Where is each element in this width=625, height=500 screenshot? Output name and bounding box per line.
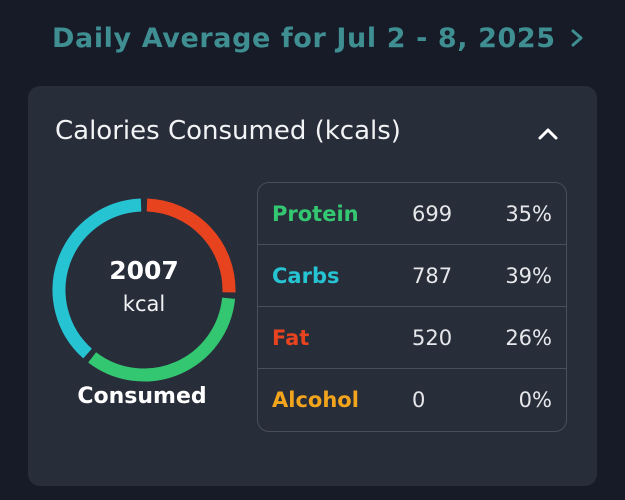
macro-kcal: 0 — [412, 388, 426, 412]
ring-caption: Consumed — [77, 384, 207, 409]
macro-table: Protein 699 35% Carbs 787 39% Fat 520 26… — [257, 182, 567, 432]
macro-name: Protein — [272, 202, 359, 226]
macro-row-carbs: Carbs 787 39% — [258, 245, 566, 307]
macro-kcal: 787 — [412, 264, 453, 288]
macro-row-protein: Protein 699 35% — [258, 183, 566, 245]
macro-name: Alcohol — [272, 388, 359, 412]
macro-row-alcohol: Alcohol 0 0% — [258, 369, 566, 431]
macro-pct: 35% — [505, 202, 552, 226]
macro-pct: 0% — [518, 388, 552, 412]
chevron-up-icon[interactable] — [536, 122, 560, 146]
date-range-title: Daily Average for Jul 2 - 8, 2025 — [52, 22, 556, 54]
macro-row-fat: Fat 520 26% — [258, 307, 566, 369]
calories-card: Calories Consumed (kcals) 2007 kcal Cons… — [28, 86, 597, 486]
ring-segment-carbs — [52, 198, 142, 359]
macro-kcal: 520 — [412, 326, 453, 350]
ring-segment-protein — [88, 297, 236, 382]
macro-name: Carbs — [272, 264, 340, 288]
macro-kcal: 699 — [412, 202, 453, 226]
ring-segment-fat — [146, 198, 236, 293]
macro-pct: 39% — [505, 264, 552, 288]
chevron-right-icon — [571, 29, 583, 47]
macro-name: Fat — [272, 326, 310, 350]
macro-pct: 26% — [505, 326, 552, 350]
date-range-header[interactable]: Daily Average for Jul 2 - 8, 2025 — [52, 18, 584, 58]
card-title: Calories Consumed (kcals) — [55, 116, 401, 146]
calorie-ring: 2007 kcal — [44, 190, 244, 390]
calorie-ring-chart — [52, 198, 236, 382]
